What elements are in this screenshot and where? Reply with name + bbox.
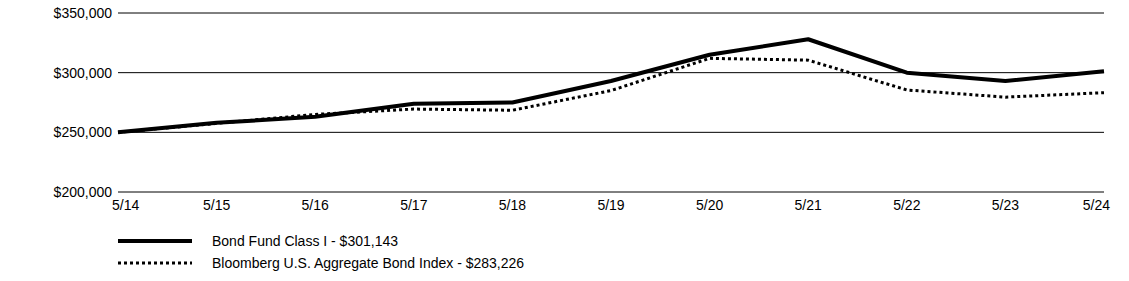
x-tick-label: 5/19 bbox=[597, 197, 624, 213]
legend-label: Bloomberg U.S. Aggregate Bond Index - $2… bbox=[212, 255, 524, 271]
x-tick-label: 5/16 bbox=[302, 197, 329, 213]
series-line bbox=[118, 39, 1104, 132]
legend-swatch bbox=[118, 262, 192, 265]
y-tick-label: $250,000 bbox=[54, 124, 113, 140]
x-tick-label: 5/20 bbox=[696, 197, 723, 213]
y-tick-label: $350,000 bbox=[54, 5, 113, 21]
x-tick-label: 5/24 bbox=[1083, 197, 1110, 213]
plot-area bbox=[118, 39, 1104, 132]
x-tick-label: 5/23 bbox=[992, 197, 1019, 213]
legend-swatch bbox=[118, 239, 192, 243]
y-tick-label: $300,000 bbox=[54, 65, 113, 81]
x-tick-label: 5/21 bbox=[795, 197, 822, 213]
grid-line bbox=[118, 192, 1104, 193]
legend-label: Bond Fund Class I - $301,143 bbox=[212, 233, 398, 249]
grid-line bbox=[118, 13, 1104, 14]
x-tick-label: 5/15 bbox=[203, 197, 230, 213]
x-tick-label: 5/17 bbox=[400, 197, 427, 213]
grid-line bbox=[118, 72, 1104, 73]
x-tick-label: 5/14 bbox=[112, 197, 139, 213]
grid-line bbox=[118, 132, 1104, 133]
chart-root: $200,000 $250,000 $300,000 $350,000 5/14 5/15… bbox=[0, 0, 1129, 281]
x-tick-label: 5/18 bbox=[499, 197, 526, 213]
chart: $200,000 $250,000 $300,000 $350,000 5/14 5/15… bbox=[0, 0, 1129, 281]
y-tick-label: $200,000 bbox=[54, 184, 113, 200]
x-tick-label: 5/22 bbox=[893, 197, 920, 213]
